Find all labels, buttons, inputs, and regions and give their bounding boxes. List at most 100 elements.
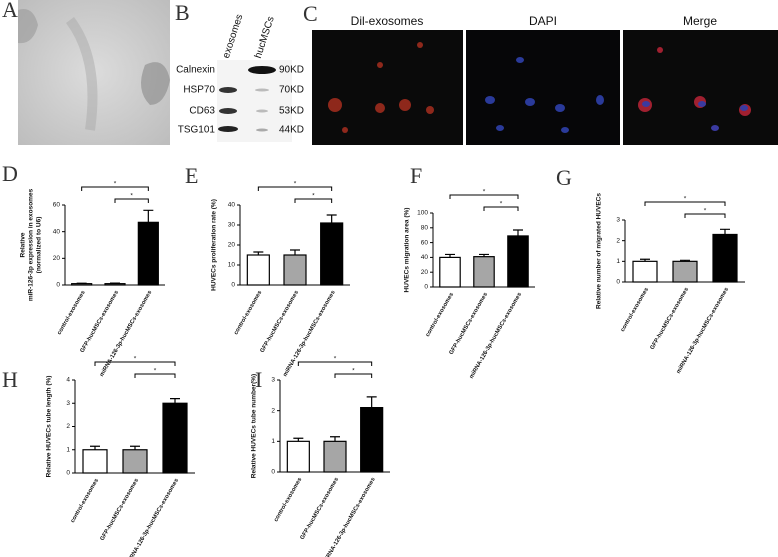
x-tick-label: control-exosomes xyxy=(233,290,263,336)
y-tick-label: 80 xyxy=(421,225,429,232)
y-tick-label: 0 xyxy=(66,470,70,477)
y-tick-label: 3 xyxy=(616,217,620,224)
y-axis-label: HUVECs migration area (%) xyxy=(404,208,411,293)
y-tick-label: 1 xyxy=(66,446,70,453)
error-bar xyxy=(290,249,300,255)
y-tick-label: 60 xyxy=(421,239,429,246)
microscopy-title: Merge xyxy=(683,14,717,28)
significance-bracket xyxy=(483,206,519,211)
y-tick-label: 2 xyxy=(271,407,275,414)
panel-label: B xyxy=(175,0,190,25)
bar xyxy=(283,254,307,286)
significance-label: * xyxy=(294,181,297,188)
panel-label: H xyxy=(2,367,18,392)
panel-label: G xyxy=(556,165,572,190)
blot-size: 90KD xyxy=(279,65,304,76)
y-tick-label: 40 xyxy=(421,254,429,261)
significance-bracket xyxy=(297,361,373,366)
y-tick-label: 3 xyxy=(271,377,275,384)
blot-size: 70KD xyxy=(279,85,304,96)
x-tick-label: GFP-hucMSCs-exosomes xyxy=(650,287,690,351)
significance-bracket xyxy=(449,194,519,199)
bar xyxy=(439,256,461,288)
y-tick-label: 10 xyxy=(228,262,236,269)
error-bar xyxy=(110,282,120,284)
bar xyxy=(360,407,384,473)
significance-bracket xyxy=(94,361,176,366)
y-tick-label: 0 xyxy=(616,279,620,286)
y-tick-label: 1 xyxy=(271,438,275,445)
y-tick-label: 30 xyxy=(228,222,236,229)
y-tick-label: 0 xyxy=(424,284,428,291)
y-tick-label: 1 xyxy=(616,258,620,265)
error-bar xyxy=(445,253,455,258)
error-bar xyxy=(293,437,304,442)
y-tick-label: 60 xyxy=(53,202,61,209)
bar xyxy=(104,283,126,286)
error-bar xyxy=(366,396,377,408)
error-bar xyxy=(513,229,523,236)
significance-bracket xyxy=(257,186,333,191)
bar xyxy=(246,254,270,286)
x-tick-label: GFP-hucMSCs-exosomes xyxy=(260,290,300,354)
significance-bracket xyxy=(134,373,176,378)
blot-protein: Calnexin xyxy=(176,65,215,76)
y-tick-label: 4 xyxy=(66,377,70,384)
significance-label: * xyxy=(334,356,337,363)
error-bar xyxy=(90,445,100,450)
micrograph-a xyxy=(18,0,170,145)
bar xyxy=(672,260,698,283)
y-axis-label: Relative HUVECs tube length (%) xyxy=(46,376,53,478)
blot-protein: TSG101 xyxy=(178,125,216,136)
significance-bracket xyxy=(684,213,726,218)
x-tick-label: control-exosomes xyxy=(425,292,455,338)
significance-bracket xyxy=(81,186,149,191)
significance-bracket xyxy=(644,201,726,206)
x-tick-label: control-exosomes xyxy=(57,290,87,336)
panel-label: D xyxy=(2,161,18,186)
y-tick-label: 2 xyxy=(616,237,620,244)
western-blot xyxy=(217,60,292,142)
y-axis-label: (normalized to U6) xyxy=(36,217,43,274)
y-tick-label: 0 xyxy=(231,282,235,289)
blot-protein: CD63 xyxy=(189,106,215,117)
bar xyxy=(712,233,738,283)
blot-protein: HSP70 xyxy=(183,85,215,96)
y-tick-label: 0 xyxy=(271,469,275,476)
x-tick-label: GFP-hucMSCs-exosomes xyxy=(449,292,489,356)
y-axis-label: Relative xyxy=(20,232,27,257)
significance-label: * xyxy=(154,368,157,375)
y-axis-label: Relative HUVECs tube number(%) xyxy=(251,374,258,478)
y-tick-label: 40 xyxy=(53,228,61,235)
error-bar xyxy=(680,259,690,262)
error-bar xyxy=(326,214,337,223)
significance-label: * xyxy=(312,193,315,200)
blot-size: 53KD xyxy=(279,106,304,117)
significance-label: * xyxy=(114,181,117,188)
bar xyxy=(323,440,347,473)
microscopy-title: DAPI xyxy=(529,14,557,28)
bar xyxy=(82,449,108,474)
bar xyxy=(507,235,529,288)
bar xyxy=(122,449,148,474)
panel-label: F xyxy=(410,163,422,188)
significance-label: * xyxy=(134,356,137,363)
y-tick-label: 3 xyxy=(66,400,70,407)
blot-column-label: exosomes xyxy=(221,13,246,60)
bar xyxy=(320,222,344,286)
error-bar xyxy=(720,228,730,235)
error-bar xyxy=(479,253,489,257)
error-bar xyxy=(170,398,180,404)
microscopy-title: Dil-exosomes xyxy=(351,14,424,28)
bar xyxy=(473,256,495,288)
y-axis-label: Relative number of migrated HUVECs xyxy=(596,193,603,309)
significance-label: * xyxy=(684,196,687,203)
panel-label: E xyxy=(185,163,198,188)
significance-label: * xyxy=(352,368,355,375)
error-bar xyxy=(330,436,340,442)
x-tick-label: control-exosomes xyxy=(620,287,650,333)
x-tick-label: GFP-hucMSCs-exosomes xyxy=(80,290,120,354)
panel-label: I xyxy=(255,367,262,392)
significance-label: * xyxy=(704,208,707,215)
panel-label: C xyxy=(303,1,318,26)
